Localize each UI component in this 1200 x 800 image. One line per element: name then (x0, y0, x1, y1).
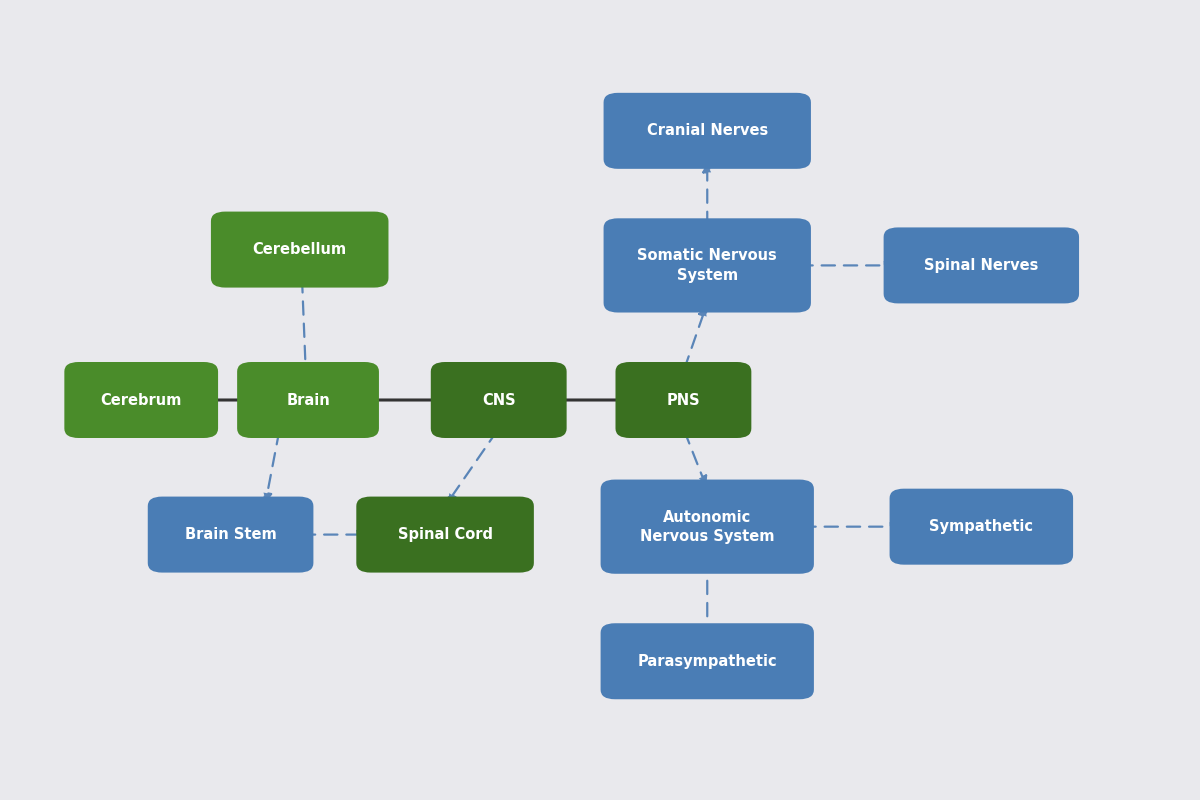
FancyBboxPatch shape (883, 227, 1079, 303)
FancyBboxPatch shape (604, 93, 811, 169)
FancyBboxPatch shape (604, 218, 811, 313)
FancyBboxPatch shape (600, 623, 814, 699)
Text: Cerebellum: Cerebellum (253, 242, 347, 257)
FancyBboxPatch shape (600, 479, 814, 574)
Text: Cerebrum: Cerebrum (101, 393, 182, 407)
Text: Brain: Brain (286, 393, 330, 407)
Text: Autonomic
Nervous System: Autonomic Nervous System (640, 510, 774, 544)
FancyBboxPatch shape (356, 497, 534, 573)
Text: Cranial Nerves: Cranial Nerves (647, 123, 768, 138)
Text: CNS: CNS (482, 393, 516, 407)
Text: Spinal Cord: Spinal Cord (397, 527, 492, 542)
FancyBboxPatch shape (238, 362, 379, 438)
FancyBboxPatch shape (148, 497, 313, 573)
FancyBboxPatch shape (211, 211, 389, 287)
FancyBboxPatch shape (431, 362, 566, 438)
Text: Somatic Nervous
System: Somatic Nervous System (637, 248, 778, 282)
Text: Brain Stem: Brain Stem (185, 527, 276, 542)
Text: Spinal Nerves: Spinal Nerves (924, 258, 1038, 273)
FancyBboxPatch shape (616, 362, 751, 438)
Text: PNS: PNS (667, 393, 701, 407)
Text: Parasympathetic: Parasympathetic (637, 654, 778, 669)
Text: Sympathetic: Sympathetic (929, 519, 1033, 534)
FancyBboxPatch shape (65, 362, 218, 438)
FancyBboxPatch shape (889, 489, 1073, 565)
